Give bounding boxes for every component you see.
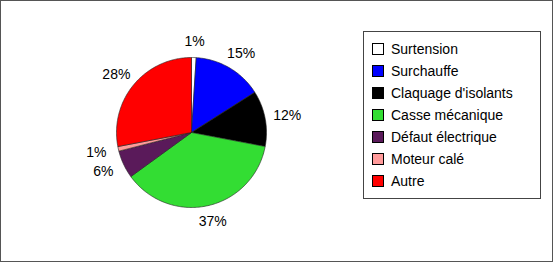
html-text:Claquage d'isolants: Claquage d'isolants [391, 85, 513, 101]
svg-text:12%: 12% [273, 107, 301, 123]
html-text:Défaut électrique: Défaut électrique [391, 129, 497, 145]
html-text:Surtension: Surtension [391, 41, 458, 57]
html-text:Surchauffe: Surchauffe [391, 63, 459, 79]
svg-text:15%: 15% [227, 45, 255, 61]
html-text:Autre: Autre [391, 173, 425, 189]
svg-text:1%: 1% [184, 33, 204, 49]
svg-text:1%: 1% [86, 144, 106, 160]
html-text:Moteur calé: Moteur calé [391, 151, 465, 167]
html-text:Casse mécanique: Casse mécanique [391, 107, 504, 123]
svg-text:28%: 28% [102, 66, 130, 82]
svg-text:37%: 37% [199, 213, 227, 229]
svg-text:6%: 6% [93, 163, 113, 179]
